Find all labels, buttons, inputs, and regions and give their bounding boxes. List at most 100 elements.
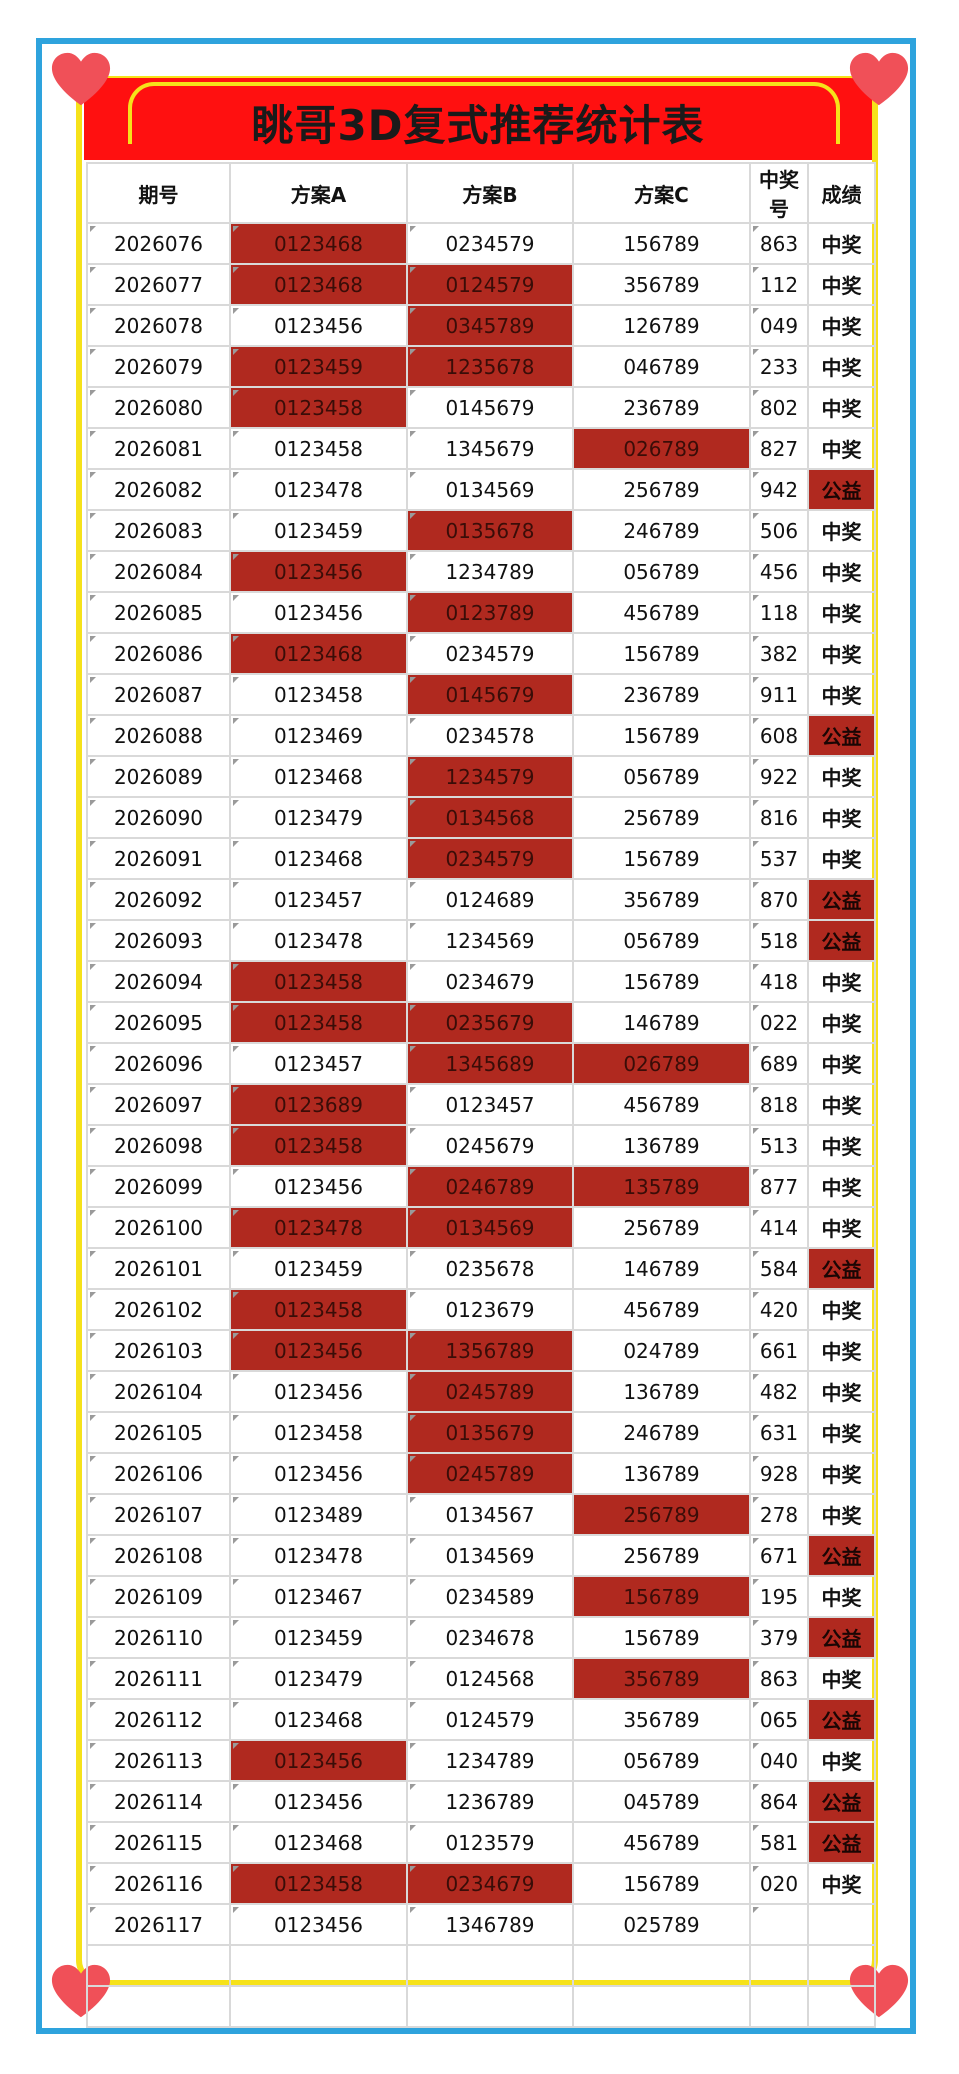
table-row: 2026079 0123459 1235678 046789 233 中奖: [86, 345, 876, 388]
issue-cell: 2026113: [86, 1739, 231, 1782]
table-row: 2026109 0123467 0234589 156789 195 中奖: [86, 1575, 876, 1618]
plan-b-cell: 1234789: [406, 1739, 574, 1782]
plan-a-cell: 0123478: [229, 1206, 408, 1249]
winning-number-cell: 518: [749, 919, 809, 962]
plan-c-cell: 456789: [572, 1288, 751, 1331]
plan-b-cell: 0234678: [406, 1616, 574, 1659]
header-plan-b: 方案B: [406, 162, 574, 224]
empty-cell: [807, 1985, 876, 2028]
issue-cell: 2026115: [86, 1821, 231, 1864]
issue-cell: 2026112: [86, 1698, 231, 1741]
plan-a-cell: 0123478: [229, 1534, 408, 1577]
table-row: 2026113 0123456 1234789 056789 040 中奖: [86, 1739, 876, 1782]
winning-number-cell: 816: [749, 796, 809, 839]
result-cell: 公益: [807, 1780, 876, 1823]
plan-b-cell: 0246789: [406, 1165, 574, 1208]
table-row: 2026084 0123456 1234789 056789 456 中奖: [86, 550, 876, 593]
plan-a-cell: 0123479: [229, 796, 408, 839]
winning-number-cell: 922: [749, 755, 809, 798]
table-row: 2026097 0123689 0123457 456789 818 中奖: [86, 1083, 876, 1126]
result-cell: 公益: [807, 1247, 876, 1290]
plan-a-cell: 0123469: [229, 714, 408, 757]
issue-cell: 2026085: [86, 591, 231, 634]
table-row: 2026086 0123468 0234579 156789 382 中奖: [86, 632, 876, 675]
result-cell: 中奖: [807, 304, 876, 347]
plan-a-cell: 0123456: [229, 591, 408, 634]
plan-c-cell: 156789: [572, 222, 751, 265]
plan-b-cell: 0123679: [406, 1288, 574, 1331]
header-issue: 期号: [86, 162, 231, 224]
result-cell: 中奖: [807, 386, 876, 429]
table-row: 2026083 0123459 0135678 246789 506 中奖: [86, 509, 876, 552]
result-cell: 中奖: [807, 1165, 876, 1208]
plan-c-cell: 356789: [572, 263, 751, 306]
table-row: 2026100 0123478 0134569 256789 414 中奖: [86, 1206, 876, 1249]
plan-a-cell: 0123459: [229, 1616, 408, 1659]
table-row: 2026087 0123458 0145679 236789 911 中奖: [86, 673, 876, 716]
plan-c-cell: 256789: [572, 796, 751, 839]
plan-a-cell: 0123459: [229, 509, 408, 552]
plan-c-cell: 146789: [572, 1001, 751, 1044]
plan-a-cell: 0123468: [229, 632, 408, 675]
result-cell: 中奖: [807, 755, 876, 798]
table-row: 2026092 0123457 0124689 356789 870 公益: [86, 878, 876, 921]
result-cell: 中奖: [807, 550, 876, 593]
issue-cell: 2026105: [86, 1411, 231, 1454]
result-cell: 中奖: [807, 1288, 876, 1331]
winning-number-cell: 689: [749, 1042, 809, 1085]
empty-cell: [749, 1944, 809, 1987]
winning-number-cell: 233: [749, 345, 809, 388]
winning-number-cell: 928: [749, 1452, 809, 1495]
result-cell: 中奖: [807, 1370, 876, 1413]
plan-b-cell: 0134569: [406, 468, 574, 511]
plan-c-cell: 256789: [572, 1534, 751, 1577]
plan-c-cell: 246789: [572, 509, 751, 552]
issue-cell: 2026110: [86, 1616, 231, 1659]
plan-c-cell: 056789: [572, 755, 751, 798]
header-plan-c: 方案C: [572, 162, 751, 224]
issue-cell: 2026082: [86, 468, 231, 511]
table-row: 2026116 0123458 0234679 156789 020 中奖: [86, 1862, 876, 1905]
plan-c-cell: 456789: [572, 1821, 751, 1864]
plan-b-cell: 0124689: [406, 878, 574, 921]
plan-c-cell: 356789: [572, 1657, 751, 1700]
plan-c-cell: 236789: [572, 673, 751, 716]
table-row: 2026114 0123456 1236789 045789 864 公益: [86, 1780, 876, 1823]
plan-a-cell: 0123468: [229, 755, 408, 798]
issue-cell: 2026079: [86, 345, 231, 388]
issue-cell: 2026102: [86, 1288, 231, 1331]
plan-a-cell: 0123489: [229, 1493, 408, 1536]
winning-number-cell: 661: [749, 1329, 809, 1372]
plan-c-cell: 026789: [572, 1042, 751, 1085]
plan-c-cell: 156789: [572, 1575, 751, 1618]
plan-c-cell: 356789: [572, 1698, 751, 1741]
result-cell: 中奖: [807, 837, 876, 880]
issue-cell: 2026094: [86, 960, 231, 1003]
table-row: 2026090 0123479 0134568 256789 816 中奖: [86, 796, 876, 839]
result-cell: 公益: [807, 1821, 876, 1864]
table-row: 2026108 0123478 0134569 256789 671 公益: [86, 1534, 876, 1577]
header-result: 成绩: [807, 162, 876, 224]
issue-cell: 2026103: [86, 1329, 231, 1372]
plan-c-cell: 256789: [572, 1493, 751, 1536]
winning-number-cell: 040: [749, 1739, 809, 1782]
plan-b-cell: 1346789: [406, 1903, 574, 1946]
plan-a-cell: 0123468: [229, 222, 408, 265]
result-cell: 公益: [807, 1534, 876, 1577]
table-row: 2026110 0123459 0234678 156789 379 公益: [86, 1616, 876, 1659]
table-row: 2026094 0123458 0234679 156789 418 中奖: [86, 960, 876, 1003]
empty-cell: [86, 1985, 231, 2028]
plan-b-cell: 0235678: [406, 1247, 574, 1290]
empty-row: [86, 1985, 876, 2028]
table-row: 2026112 0123468 0124579 356789 065 公益: [86, 1698, 876, 1741]
empty-cell: [86, 1944, 231, 1987]
winning-number-cell: 382: [749, 632, 809, 675]
table-body: 2026076 0123468 0234579 156789 863 中奖 2026077 0…: [86, 222, 876, 2028]
issue-cell: 2026114: [86, 1780, 231, 1823]
issue-cell: 2026116: [86, 1862, 231, 1905]
plan-a-cell: 0123458: [229, 960, 408, 1003]
plan-b-cell: 0134569: [406, 1206, 574, 1249]
result-cell: 公益: [807, 468, 876, 511]
result-cell: 中奖: [807, 1083, 876, 1126]
result-cell: 中奖: [807, 1329, 876, 1372]
